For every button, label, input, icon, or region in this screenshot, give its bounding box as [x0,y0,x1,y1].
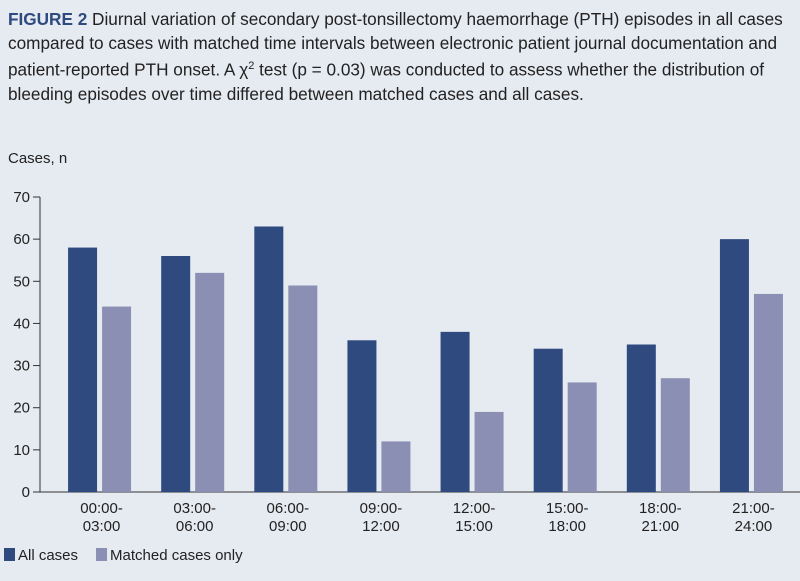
y-tick-label: 60 [13,231,30,248]
bar-all-cases [719,239,749,492]
bar-all-cases [626,344,656,492]
legend-label: All cases [18,547,78,564]
bar-all-cases [68,247,98,492]
figure-label: FIGURE 2 [8,9,88,29]
y-tick-label: 50 [13,273,30,290]
y-tick-label: 30 [13,358,30,375]
x-tick-label: 18:00 [548,518,586,535]
legend-swatch [4,548,15,561]
y-axis-title: Cases, n [8,150,67,167]
x-axis-labels: 00:00-03:0003:00-06:0006:00-09:0009:00-1… [80,500,774,535]
figure-caption: FIGURE 2 Diurnal variation of secondary … [8,8,794,106]
bar-matched-cases [288,285,318,492]
x-tick-label: 24:00 [735,518,773,535]
bar-all-cases [347,340,377,492]
x-tick-label: 12:00- [453,500,496,517]
x-tick-label: 09:00 [269,518,307,535]
x-tick-label: 09:00- [360,500,403,517]
y-tick-label: 10 [13,442,30,459]
bar-all-cases [440,331,470,492]
bar-matched-cases [753,293,783,492]
legend-swatch [96,548,108,561]
legend-label: Matched cases only [110,547,243,564]
bar-all-cases [161,256,191,492]
y-tick-label: 40 [13,315,30,332]
x-tick-label: 18:00- [639,500,682,517]
caption-superscript: 2 [248,60,255,73]
y-tick-label: 20 [13,400,30,417]
x-tick-label: 21:00 [642,518,680,535]
bar-matched-cases [102,306,132,492]
x-tick-label: 00:00- [80,500,123,517]
chart-legend: All cases Matched cases only [4,547,243,564]
bar-matched-cases [567,382,597,492]
bar-matched-cases [381,441,411,492]
x-tick-label: 15:00- [546,500,589,517]
chart-bars [68,226,783,492]
bar-matched-cases [195,272,225,492]
bar-all-cases [533,348,563,492]
x-tick-label: 03:00- [173,500,216,517]
caption-text-1: Diurnal variation of secondary post-tons… [8,9,783,80]
x-tick-label: 06:00 [176,518,214,535]
y-tick-label: 0 [22,484,30,501]
x-tick-label: 12:00 [362,518,400,535]
caption-text-2: test (p = 0.03) was conducted to assess … [8,59,765,104]
bar-matched-cases [660,378,690,492]
x-tick-label: 03:00 [83,518,121,535]
x-tick-label: 21:00- [732,500,775,517]
x-tick-label: 06:00- [267,500,310,517]
bar-matched-cases [474,411,504,492]
x-tick-label: 15:00 [455,518,493,535]
bar-all-cases [254,226,284,492]
y-tick-label: 70 [13,189,30,206]
